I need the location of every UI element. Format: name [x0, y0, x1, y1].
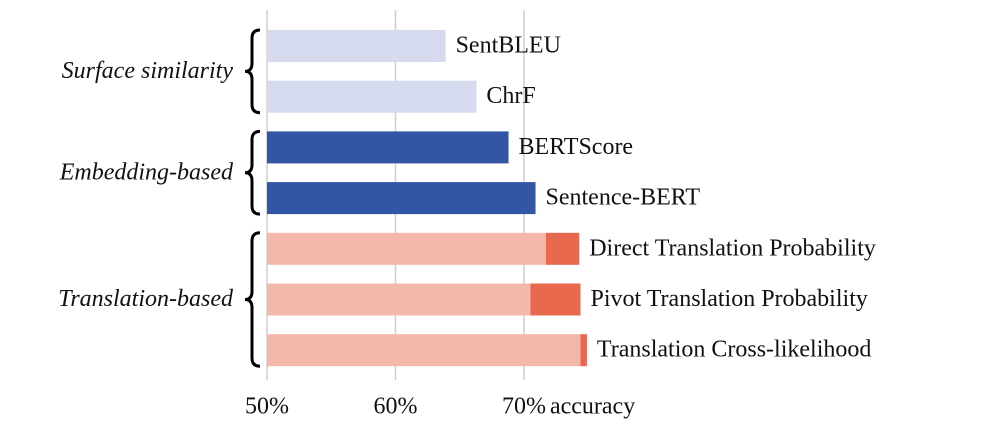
- bar-segment: [545, 232, 580, 265]
- bar-segment: [580, 334, 587, 367]
- bar-label: Sentence-BERT: [546, 185, 701, 211]
- bar-label: Translation Cross-likelihood: [597, 337, 871, 363]
- bar: [267, 30, 446, 62]
- x-tick-label: 50%: [245, 394, 289, 420]
- bar-label: ChrF: [486, 83, 535, 109]
- group-label: Translation-based: [58, 286, 234, 312]
- bar-label: SentBLEU: [456, 33, 561, 59]
- x-tick-label: 60%: [373, 394, 417, 420]
- bar-label: Pivot Translation Probability: [590, 286, 867, 312]
- bar-label: Direct Translation Probability: [589, 235, 876, 261]
- group-label: Surface similarity: [62, 58, 234, 84]
- bar: [267, 80, 477, 113]
- bar: [267, 283, 531, 316]
- bar-segment: [530, 283, 581, 316]
- group-label: Embedding-based: [59, 159, 234, 185]
- bar: [267, 131, 509, 164]
- bar: [267, 182, 536, 215]
- group-brace: [244, 129, 261, 216]
- bar-label: BERTScore: [519, 134, 634, 160]
- group-brace: [244, 231, 261, 368]
- group-brace: [244, 28, 261, 115]
- bar: [267, 232, 546, 265]
- x-tick-label: 70%: [502, 394, 546, 420]
- x-axis-label: accuracy: [550, 394, 635, 420]
- bar: [267, 334, 581, 367]
